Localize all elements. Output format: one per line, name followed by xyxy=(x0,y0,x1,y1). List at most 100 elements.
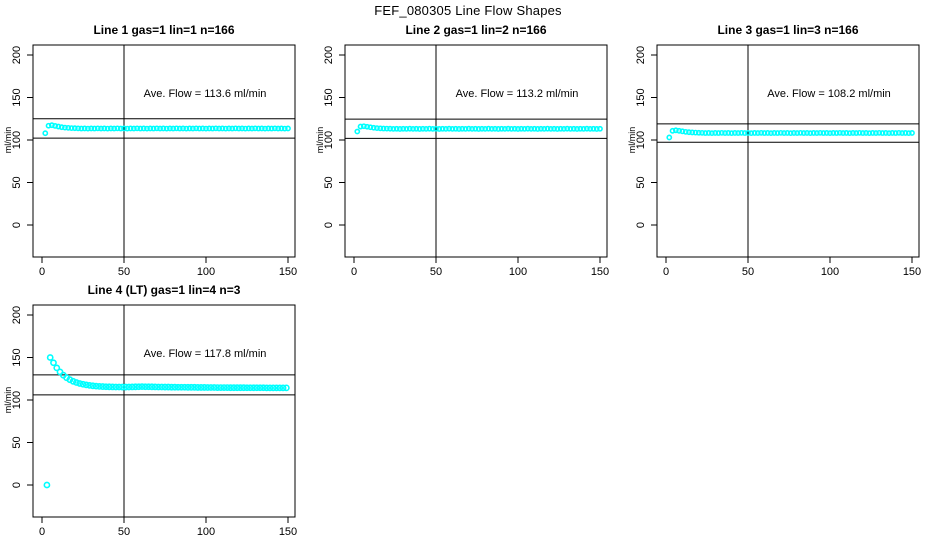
data-point xyxy=(735,130,742,136)
data-point xyxy=(902,130,909,136)
data-point xyxy=(439,125,446,132)
data-point xyxy=(583,125,590,132)
data-point xyxy=(135,383,143,391)
data-point xyxy=(157,125,163,132)
data-point xyxy=(725,130,732,136)
data-point xyxy=(128,383,136,391)
data-point xyxy=(495,126,502,132)
data-point xyxy=(226,125,232,132)
data-point xyxy=(436,126,443,132)
data-point xyxy=(167,125,173,132)
data-point xyxy=(456,126,462,132)
data-point xyxy=(227,384,234,392)
data-point xyxy=(278,125,285,132)
x-axis: 0 50 100 150 xyxy=(663,257,921,278)
data-point xyxy=(50,359,57,367)
data-point xyxy=(479,125,485,132)
data-point xyxy=(199,125,206,132)
data-point xyxy=(787,130,794,137)
data-point xyxy=(220,384,228,391)
data-points xyxy=(43,354,290,489)
data-point xyxy=(882,130,889,136)
data-point xyxy=(850,130,856,136)
data-point xyxy=(168,383,175,391)
data-point xyxy=(145,383,152,391)
x-tick-label: 150 xyxy=(279,526,297,538)
data-point xyxy=(879,130,886,136)
plot-area-line-1: 0 50 100 150 200 ml/min 0 50 100 150 xyxy=(3,44,297,278)
data-point xyxy=(410,125,416,132)
data-point xyxy=(712,130,719,136)
data-point xyxy=(567,125,574,132)
data-point xyxy=(253,384,261,392)
x-tick-label: 150 xyxy=(903,266,921,278)
plot-area-line-3: 0 50 100 150 200 ml/min 0 50 100 150 xyxy=(627,44,921,278)
data-point xyxy=(71,125,78,132)
data-point xyxy=(279,384,287,392)
data-point xyxy=(273,384,280,392)
data-point xyxy=(797,129,804,136)
data-point xyxy=(153,125,160,132)
x-tick-label: 0 xyxy=(39,266,45,278)
data-point xyxy=(777,129,784,136)
y-tick-label: 0 xyxy=(11,482,23,488)
panel-title-line-2: Line 2 gas=1 lin=2 n=166 xyxy=(405,23,547,37)
data-point xyxy=(187,383,195,391)
data-point xyxy=(88,125,95,132)
data-point xyxy=(403,125,410,132)
panel-line-2: Line 2 gas=1 lin=2 n=166 0 50 100 150 200 ml/… xyxy=(312,18,624,280)
data-point xyxy=(370,124,377,131)
data-point xyxy=(132,383,139,391)
data-point xyxy=(115,383,123,391)
data-point xyxy=(689,129,696,136)
data-point xyxy=(242,125,249,132)
data-point xyxy=(393,125,400,132)
y-axis-label: ml/min xyxy=(3,387,13,414)
data-point xyxy=(239,125,245,132)
panel-line-3: Line 3 gas=1 lin=3 n=166 0 50 100 150 200 ml/… xyxy=(624,18,936,280)
data-point xyxy=(85,125,91,132)
data-point xyxy=(465,125,472,132)
data-point xyxy=(810,130,817,136)
y-axis: 0 50 100 150 200 ml/min xyxy=(3,46,33,228)
data-point xyxy=(233,384,241,392)
reference-lines xyxy=(33,374,295,396)
data-point xyxy=(397,126,403,132)
data-point xyxy=(804,130,810,136)
data-point xyxy=(94,125,101,132)
data-point xyxy=(180,125,186,132)
data-point xyxy=(151,383,159,391)
data-point xyxy=(73,379,80,386)
data-point xyxy=(459,125,466,132)
data-point xyxy=(68,125,75,131)
data-point xyxy=(699,129,705,136)
data-point xyxy=(255,125,262,132)
y-axis: 0 50 100 150 200 ml/min xyxy=(315,46,345,228)
data-point xyxy=(390,125,397,132)
data-point xyxy=(570,125,577,132)
data-point xyxy=(807,130,814,137)
data-point xyxy=(235,125,242,132)
data-point xyxy=(240,384,248,392)
data-point xyxy=(160,125,167,132)
y-tick-label: 0 xyxy=(11,222,23,228)
data-point xyxy=(859,130,866,136)
x-tick-label: 50 xyxy=(430,266,442,278)
x-tick-label: 0 xyxy=(39,526,45,538)
data-point xyxy=(196,125,203,132)
data-point xyxy=(833,130,840,136)
data-point xyxy=(423,125,430,132)
ave-flow-annotation-line-3: Ave. Flow = 108.2 ml/min xyxy=(767,88,891,100)
ave-flow-annotation-line-4: Ave. Flow = 117.8 ml/min xyxy=(143,348,267,360)
y-axis-label: ml/min xyxy=(627,127,637,154)
data-point xyxy=(111,125,118,132)
data-point xyxy=(534,126,541,132)
data-point xyxy=(124,125,131,132)
data-point xyxy=(718,129,725,136)
data-point xyxy=(210,384,218,391)
data-point xyxy=(92,382,100,390)
data-point xyxy=(676,127,683,134)
data-point xyxy=(206,125,213,132)
data-point xyxy=(194,384,202,391)
